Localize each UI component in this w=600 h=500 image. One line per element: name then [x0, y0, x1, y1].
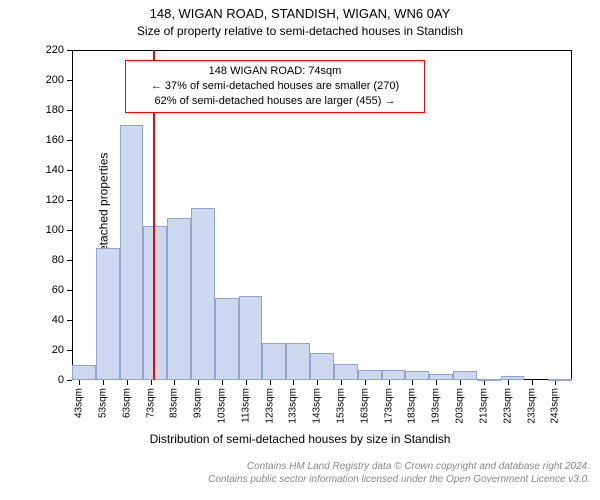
- xtick-label: 93sqm: [193, 388, 204, 418]
- ytick-label: 140: [32, 164, 64, 176]
- xtick-label: 223sqm: [502, 388, 513, 424]
- ytick-mark: [67, 110, 72, 111]
- ytick-label: 200: [32, 74, 64, 86]
- xtick-mark: [484, 380, 485, 385]
- ytick-label: 120: [32, 194, 64, 206]
- xtick-mark: [436, 380, 437, 385]
- xtick-mark: [293, 380, 294, 385]
- xtick-label: 153sqm: [336, 388, 347, 424]
- xtick-mark: [174, 380, 175, 385]
- xtick-mark: [532, 380, 533, 385]
- xtick-label: 83sqm: [169, 388, 180, 418]
- xtick-label: 63sqm: [121, 388, 132, 418]
- histogram-bar: [310, 353, 334, 380]
- histogram-bar: [453, 371, 477, 380]
- xtick-label: 183sqm: [407, 388, 418, 424]
- xtick-label: 143sqm: [312, 388, 323, 424]
- xtick-label: 103sqm: [217, 388, 228, 424]
- histogram-bar: [477, 379, 501, 381]
- x-axis-label: Distribution of semi-detached houses by …: [0, 432, 600, 446]
- histogram-bar: [120, 125, 144, 380]
- ytick-label: 20: [32, 344, 64, 356]
- histogram-bar: [262, 343, 286, 381]
- histogram-bar: [429, 374, 453, 380]
- histogram-bar: [358, 370, 382, 381]
- ytick-label: 40: [32, 314, 64, 326]
- footer-line-2: Contains public sector information licen…: [208, 474, 590, 485]
- xtick-mark: [222, 380, 223, 385]
- xtick-mark: [412, 380, 413, 385]
- xtick-mark: [79, 380, 80, 385]
- ytick-label: 160: [32, 134, 64, 146]
- ytick-mark: [67, 170, 72, 171]
- ytick-mark: [67, 290, 72, 291]
- xtick-label: 193sqm: [431, 388, 442, 424]
- annotation-line-3: 62% of semi-detached houses are larger (…: [155, 95, 396, 107]
- xtick-label: 133sqm: [288, 388, 299, 424]
- ytick-label: 60: [32, 284, 64, 296]
- xtick-mark: [460, 380, 461, 385]
- annotation-line-1: 148 WIGAN ROAD: 74sqm: [209, 65, 342, 77]
- ytick-label: 80: [32, 254, 64, 266]
- xtick-label: 173sqm: [383, 388, 394, 424]
- xtick-label: 203sqm: [455, 388, 466, 424]
- xtick-mark: [151, 380, 152, 385]
- ytick-label: 100: [32, 224, 64, 236]
- ytick-mark: [67, 320, 72, 321]
- xtick-label: 233sqm: [526, 388, 537, 424]
- histogram-bar: [405, 371, 429, 380]
- ytick-mark: [67, 380, 72, 381]
- histogram-bar: [334, 364, 358, 381]
- xtick-mark: [365, 380, 366, 385]
- xtick-mark: [508, 380, 509, 385]
- xtick-label: 73sqm: [145, 388, 156, 418]
- ytick-mark: [67, 80, 72, 81]
- ytick-mark: [67, 200, 72, 201]
- xtick-mark: [317, 380, 318, 385]
- histogram-bar: [143, 226, 167, 381]
- ytick-mark: [67, 350, 72, 351]
- footer-line-1: Contains HM Land Registry data © Crown c…: [247, 461, 590, 472]
- xtick-mark: [341, 380, 342, 385]
- xtick-label: 243sqm: [550, 388, 561, 424]
- annotation-box: 148 WIGAN ROAD: 74sqm ← 37% of semi-detac…: [125, 60, 425, 113]
- histogram-bar: [72, 365, 96, 380]
- ytick-mark: [67, 260, 72, 261]
- xtick-mark: [127, 380, 128, 385]
- xtick-label: 123sqm: [264, 388, 275, 424]
- ytick-mark: [67, 50, 72, 51]
- histogram-bar: [501, 376, 525, 381]
- footer-attribution: Contains HM Land Registry data © Crown c…: [70, 460, 590, 486]
- xtick-mark: [246, 380, 247, 385]
- xtick-mark: [270, 380, 271, 385]
- xtick-label: 53sqm: [97, 388, 108, 418]
- histogram-bar: [191, 208, 215, 381]
- histogram-bar: [548, 379, 572, 381]
- xtick-label: 163sqm: [359, 388, 370, 424]
- xtick-mark: [103, 380, 104, 385]
- histogram-bar: [215, 298, 239, 381]
- histogram-bar: [96, 248, 120, 380]
- annotation-line-2: ← 37% of semi-detached houses are smalle…: [151, 80, 399, 92]
- chart-container: { "title": "148, WIGAN ROAD, STANDISH, W…: [0, 0, 600, 500]
- xtick-mark: [389, 380, 390, 385]
- xtick-mark: [555, 380, 556, 385]
- xtick-label: 113sqm: [240, 388, 251, 423]
- chart-subtitle: Size of property relative to semi-detach…: [0, 24, 600, 38]
- histogram-bar: [286, 343, 310, 381]
- ytick-mark: [67, 230, 72, 231]
- histogram-bar: [239, 296, 263, 380]
- ytick-label: 180: [32, 104, 64, 116]
- xtick-mark: [198, 380, 199, 385]
- ytick-label: 220: [32, 44, 64, 56]
- xtick-label: 43sqm: [74, 388, 85, 418]
- ytick-mark: [67, 140, 72, 141]
- histogram-bar: [167, 218, 191, 380]
- histogram-bar: [382, 370, 406, 381]
- ytick-label: 0: [32, 374, 64, 386]
- xtick-label: 213sqm: [478, 388, 489, 424]
- chart-title: 148, WIGAN ROAD, STANDISH, WIGAN, WN6 0A…: [0, 6, 600, 21]
